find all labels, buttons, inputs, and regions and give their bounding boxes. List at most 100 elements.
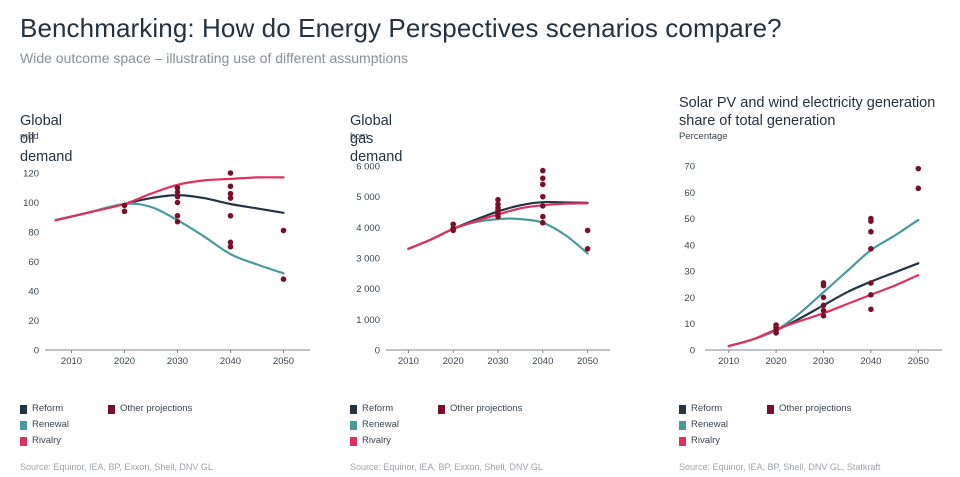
legend-reform-swatch — [20, 405, 27, 414]
y-tick-label: 50 — [684, 214, 695, 225]
gas-source-note: Source: Equinor, IEA, BP, Exxon, Shell, … — [350, 462, 543, 472]
y-tick-label: 70 — [684, 162, 695, 173]
other-projection-point — [540, 219, 546, 226]
y-tick-label: 0 — [690, 346, 695, 357]
gas-legend: Reform Other projections Renewal Rivalry — [350, 403, 650, 448]
legend-rivalry-label: Rivalry — [32, 435, 62, 446]
y-tick-label: 60 — [684, 188, 695, 199]
legend-renewal-label: Renewal — [32, 419, 69, 430]
other-projection-point — [820, 307, 827, 314]
other-projection-point — [540, 193, 546, 200]
x-tick-label: 2010 — [398, 356, 419, 367]
legend-renewal-label: Renewal — [362, 419, 399, 430]
y-tick-label: 1 000 — [356, 315, 380, 326]
oil-source-note: Source: Equinor, IEA, BP, Exxon, Shell, … — [20, 462, 213, 472]
x-tick-label: 2020 — [766, 356, 787, 367]
solar-wind-source-note: Source: Equinor, IEA, BP, Shell, DNV GL,… — [679, 462, 881, 472]
other-projection-point — [227, 190, 234, 197]
x-tick-label: 2020 — [443, 356, 464, 367]
x-tick-label: 2040 — [532, 356, 553, 367]
oil-legend: Reform Other projections Renewal Rivalry — [20, 403, 320, 448]
other-projection-point — [868, 215, 874, 222]
solar-wind-legend: Reform Other projections Renewal Rivalry — [679, 403, 949, 448]
legend-renewal-swatch — [679, 421, 686, 430]
x-tick-label: 2040 — [220, 356, 241, 367]
gas-demand-chart: 0 1 000 2 000 3 000 4 000 5 000 6 000 2010 2020 2… — [356, 162, 610, 367]
other-projection-point — [915, 185, 922, 192]
other-projection-point — [227, 239, 234, 246]
other-projection-point — [280, 276, 287, 282]
other-projection-point — [227, 183, 234, 190]
x-tick-label: 2010 — [61, 356, 82, 367]
other-projection-point — [868, 292, 874, 298]
gas-panel-title: Global gas demand — [350, 113, 403, 165]
series-line-renewal — [407, 217, 589, 255]
other-projection-point — [227, 195, 234, 201]
y-tick-label: 80 — [28, 228, 39, 239]
other-projection-point — [227, 212, 234, 219]
other-projection-point — [540, 167, 546, 174]
y-tick-label: 20 — [684, 293, 695, 304]
other-projection-point — [280, 227, 287, 234]
solar-wind-panel-unit: Percentage — [679, 131, 728, 142]
other-projection-point — [121, 208, 128, 215]
legend-rivalry-swatch — [679, 437, 686, 446]
y-tick-label: 60 — [28, 257, 39, 268]
series-line-renewal — [54, 202, 285, 275]
y-tick-label: 30 — [684, 267, 695, 278]
other-projection-point — [820, 313, 827, 319]
x-tick-label: 2030 — [167, 356, 188, 367]
other-projection-point — [495, 196, 501, 203]
other-projection-point — [773, 322, 779, 328]
other-projection-point — [450, 225, 456, 232]
legend-reform-label: Reform — [691, 403, 723, 414]
other-projection-point — [227, 170, 234, 176]
other-projection-point — [227, 243, 234, 250]
legend-other-label: Other projections — [779, 403, 852, 414]
y-tick-label: 4 000 — [356, 223, 380, 234]
other-projection-point — [820, 294, 827, 301]
legend-reform-swatch — [350, 405, 357, 414]
y-tick-label: 0 — [375, 346, 380, 357]
other-projection-point — [121, 202, 128, 209]
x-tick-label: 2050 — [577, 356, 598, 367]
oil-panel-unit: mbd — [20, 131, 39, 142]
legend-reform-label: Reform — [362, 403, 394, 414]
other-projection-point — [174, 212, 181, 219]
legend-renewal-swatch — [350, 421, 357, 430]
other-projection-point — [540, 213, 546, 220]
y-tick-label: 5 000 — [356, 192, 380, 203]
other-projection-point — [820, 302, 827, 309]
other-projection-point — [584, 246, 591, 252]
other-projection-point — [174, 193, 181, 200]
other-projection-point — [495, 201, 501, 208]
legend-rivalry-label: Rivalry — [362, 435, 392, 446]
x-tick-label: 2030 — [487, 356, 508, 367]
other-projection-point — [450, 221, 456, 228]
oil-panel-title: Global oil demand — [20, 113, 73, 165]
x-tick-label: 2050 — [908, 356, 929, 367]
other-projection-point — [174, 199, 181, 206]
y-tick-label: 20 — [28, 316, 39, 327]
other-projection-point — [540, 175, 546, 182]
y-tick-label: 3 000 — [356, 254, 380, 265]
y-tick-label: 10 — [684, 319, 695, 330]
other-projection-point — [868, 306, 874, 313]
other-projection-point — [174, 189, 181, 195]
y-tick-label: 120 — [23, 169, 39, 180]
other-projection-point — [540, 181, 546, 188]
legend-renewal-label: Renewal — [691, 419, 728, 430]
legend-rivalry-swatch — [350, 437, 357, 446]
legend-other-swatch — [767, 405, 774, 414]
other-projection-point — [540, 203, 546, 209]
y-tick-label: 40 — [684, 240, 695, 251]
legend-other-label: Other projections — [120, 403, 193, 414]
y-tick-label: 0 — [34, 346, 39, 357]
x-tick-label: 2030 — [813, 356, 834, 367]
x-tick-label: 2010 — [718, 356, 739, 367]
y-tick-label: 2 000 — [356, 284, 380, 295]
gas-panel-unit: bcm — [350, 131, 368, 142]
other-projection-point — [868, 246, 874, 252]
